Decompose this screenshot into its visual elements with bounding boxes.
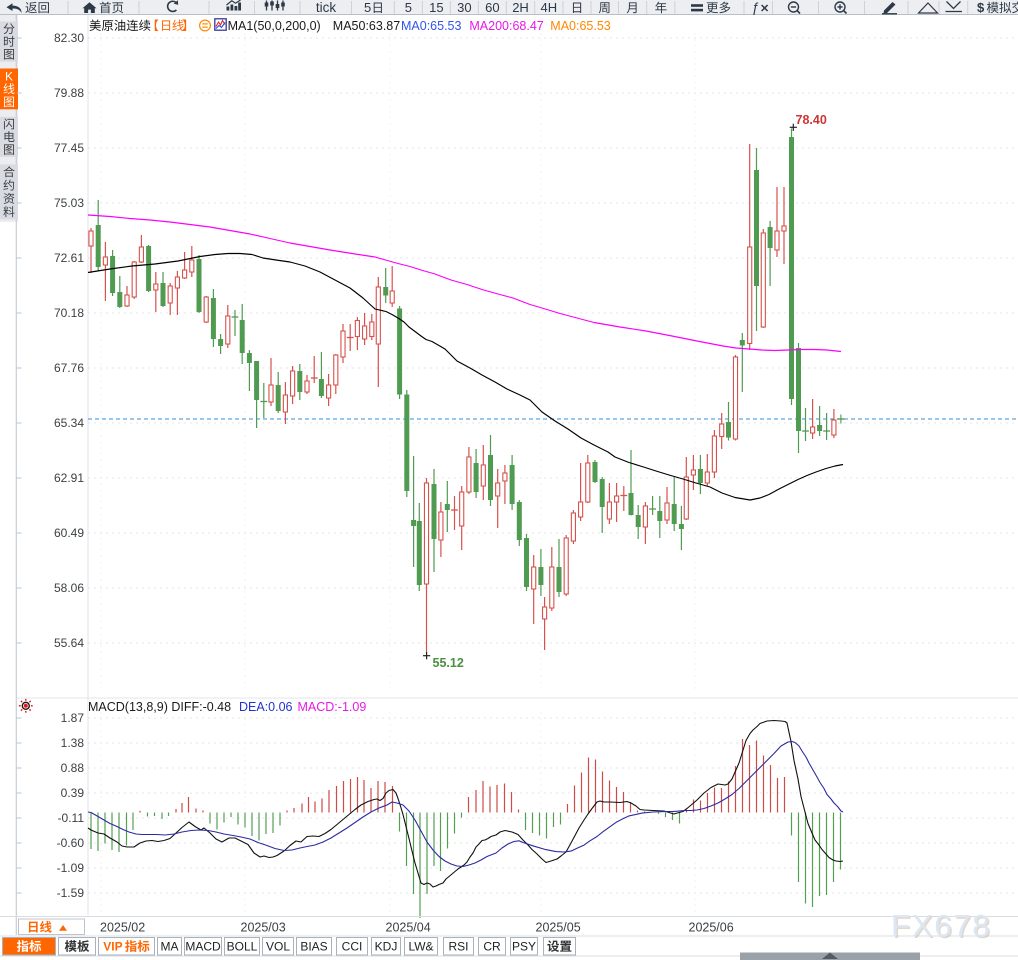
svg-text:VOL: VOL <box>266 940 290 954</box>
svg-text:MA50:63.87: MA50:63.87 <box>333 19 400 33</box>
svg-text:67.76: 67.76 <box>54 361 84 375</box>
svg-text:5: 5 <box>364 0 371 15</box>
svg-text:MA0:65.53: MA0:65.53 <box>401 19 462 33</box>
svg-text:0.88: 0.88 <box>61 761 85 775</box>
svg-text:K: K <box>5 69 13 83</box>
svg-text:77.45: 77.45 <box>54 141 84 155</box>
svg-text:0.39: 0.39 <box>61 786 85 800</box>
svg-text:PSY: PSY <box>512 940 536 954</box>
svg-text:FX678: FX678 <box>891 908 991 944</box>
svg-text:75.03: 75.03 <box>54 196 84 210</box>
svg-text:60: 60 <box>485 0 499 15</box>
svg-text:55.64: 55.64 <box>54 636 84 650</box>
svg-text:MA1(50,0,200,0): MA1(50,0,200,0) <box>228 19 321 33</box>
svg-text:2025/02: 2025/02 <box>100 921 145 935</box>
svg-text:2H: 2H <box>512 0 529 15</box>
svg-text:BIAS: BIAS <box>300 940 327 954</box>
svg-text:78.40: 78.40 <box>796 113 827 127</box>
svg-text:BOLL: BOLL <box>227 940 258 954</box>
svg-text:2025/04: 2025/04 <box>386 921 431 935</box>
svg-text:RSI: RSI <box>448 940 468 954</box>
svg-text:79.88: 79.88 <box>54 86 84 100</box>
svg-text:55.12: 55.12 <box>433 656 464 670</box>
svg-text:62.91: 62.91 <box>54 471 84 485</box>
svg-text:-0.60: -0.60 <box>57 836 85 850</box>
svg-text:DEA:0.06: DEA:0.06 <box>239 700 293 714</box>
svg-text:2025/05: 2025/05 <box>536 921 581 935</box>
svg-text:$: $ <box>977 0 985 15</box>
svg-text:70.18: 70.18 <box>54 306 84 320</box>
svg-text:82.30: 82.30 <box>54 31 84 45</box>
svg-text:-1.09: -1.09 <box>57 861 85 875</box>
svg-text:CR: CR <box>483 940 501 954</box>
svg-text:✕: ✕ <box>760 3 769 15</box>
svg-text:-1.59: -1.59 <box>57 886 85 900</box>
svg-text:65.34: 65.34 <box>54 416 84 430</box>
svg-text:VIP: VIP <box>103 940 122 954</box>
svg-text:-0.11: -0.11 <box>58 811 85 825</box>
svg-text:15: 15 <box>429 0 443 15</box>
svg-text:MA0:65.53: MA0:65.53 <box>550 19 611 33</box>
svg-text:4H: 4H <box>540 0 557 15</box>
svg-text:CCI: CCI <box>342 940 363 954</box>
svg-text:2025/06: 2025/06 <box>689 921 734 935</box>
svg-text:ƒ: ƒ <box>752 0 760 15</box>
svg-text:2025/03: 2025/03 <box>241 921 286 935</box>
svg-text:MACD:-1.09: MACD:-1.09 <box>298 700 367 714</box>
svg-text:58.06: 58.06 <box>54 581 84 595</box>
svg-text:KDJ: KDJ <box>375 940 398 954</box>
svg-text:MACD(13,8,9) DIFF:-0.48: MACD(13,8,9) DIFF:-0.48 <box>88 700 231 714</box>
svg-text:tick: tick <box>316 0 337 15</box>
svg-text:60.49: 60.49 <box>54 526 84 540</box>
svg-text:MA: MA <box>161 940 179 954</box>
svg-text:5: 5 <box>405 0 412 15</box>
svg-text:LW&: LW& <box>408 940 433 954</box>
svg-text:72.61: 72.61 <box>54 251 84 265</box>
svg-text:1.38: 1.38 <box>61 736 85 750</box>
svg-text:MACD: MACD <box>185 940 221 954</box>
svg-text:FX678: FX678 <box>893 909 993 945</box>
svg-text:MA200:68.47: MA200:68.47 <box>469 19 543 33</box>
svg-text:30: 30 <box>457 0 471 15</box>
svg-text:1.87: 1.87 <box>61 711 85 725</box>
